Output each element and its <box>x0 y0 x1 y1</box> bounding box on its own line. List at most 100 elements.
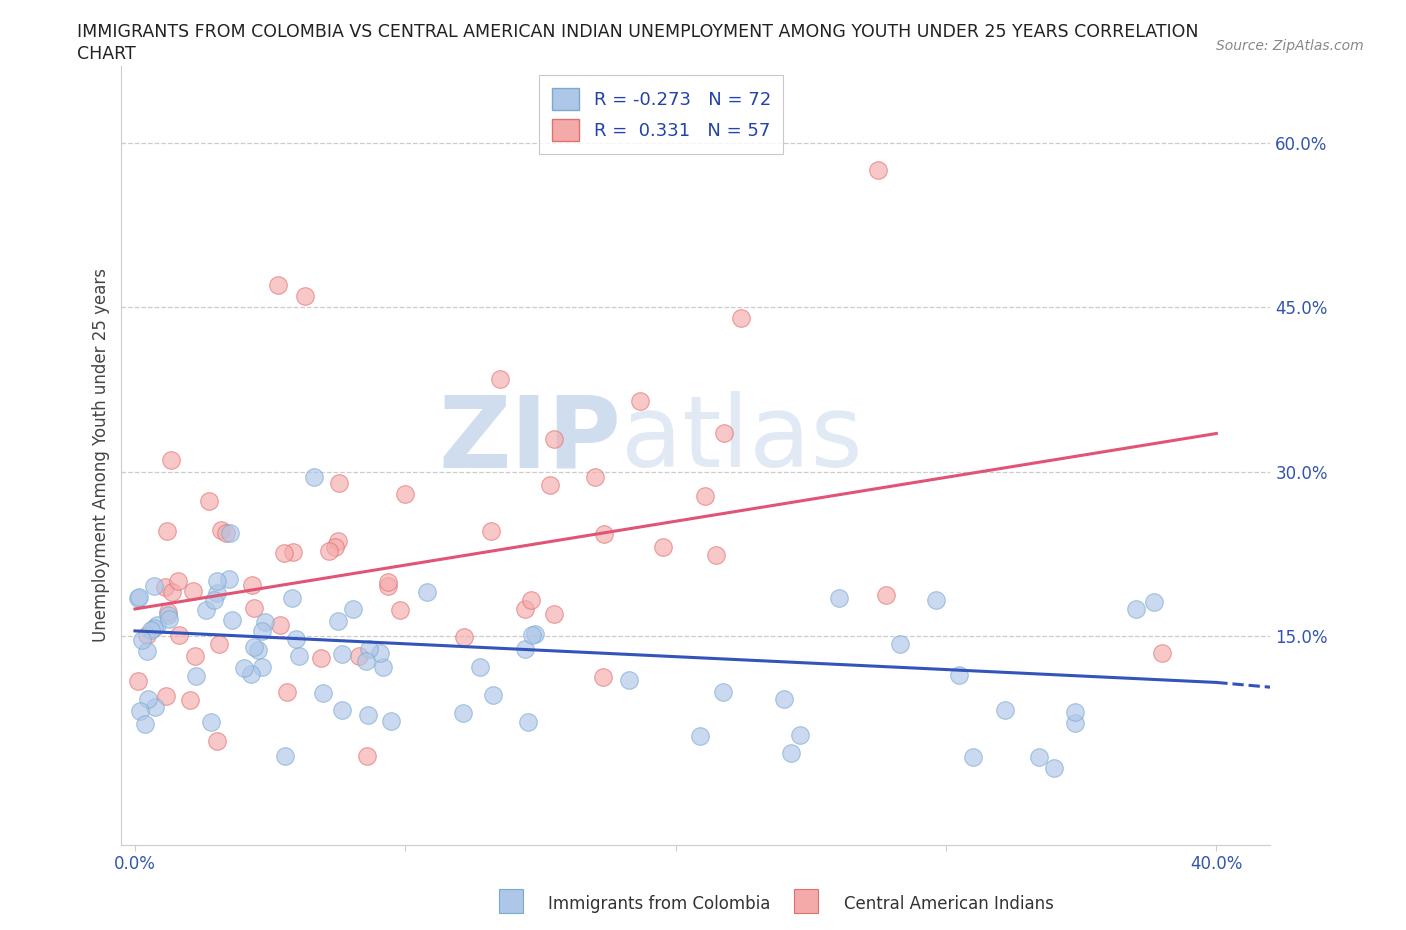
Point <box>730 311 752 325</box>
Point <box>628 393 651 408</box>
Point <box>215 525 238 540</box>
Point <box>583 470 606 485</box>
Point <box>274 749 297 764</box>
Point <box>269 618 291 632</box>
Point <box>243 640 266 655</box>
Point <box>356 749 378 764</box>
Point <box>131 632 153 647</box>
Point <box>889 637 911 652</box>
Point <box>136 628 159 643</box>
Point <box>198 494 221 509</box>
Point <box>789 728 811 743</box>
Point <box>323 539 346 554</box>
Point <box>281 545 304 560</box>
Point <box>354 654 377 669</box>
Point <box>160 584 183 599</box>
Point <box>136 692 159 707</box>
Point <box>357 708 380 723</box>
Point <box>380 713 402 728</box>
Point <box>711 684 734 699</box>
Legend: R = -0.273   N = 72, R =  0.331   N = 57: R = -0.273 N = 72, R = 0.331 N = 57 <box>540 75 783 153</box>
Point <box>155 688 177 703</box>
Point <box>593 526 616 541</box>
Y-axis label: Unemployment Among Youth under 25 years: Unemployment Among Youth under 25 years <box>93 269 110 643</box>
Point <box>543 432 565 446</box>
Point <box>288 649 311 664</box>
Point <box>328 534 350 549</box>
Point <box>357 642 380 657</box>
Point <box>925 593 948 608</box>
Point <box>157 604 180 619</box>
Point <box>194 603 217 618</box>
Point <box>652 539 675 554</box>
Point <box>209 523 232 538</box>
Point <box>128 589 150 604</box>
Point <box>157 607 180 622</box>
Point <box>157 611 180 626</box>
Point <box>179 692 201 707</box>
Point <box>617 672 640 687</box>
Point <box>128 704 150 719</box>
Point <box>368 645 391 660</box>
Point <box>326 613 349 628</box>
Point <box>330 702 353 717</box>
Point <box>1028 750 1050 764</box>
Point <box>330 646 353 661</box>
Point <box>302 470 325 485</box>
Point <box>328 475 350 490</box>
Point <box>342 602 364 617</box>
Point <box>1125 602 1147 617</box>
Text: Source: ZipAtlas.com: Source: ZipAtlas.com <box>1216 39 1364 53</box>
Point <box>127 591 149 605</box>
Point <box>169 628 191 643</box>
Point <box>451 706 474 721</box>
Point <box>284 631 307 646</box>
Point <box>689 728 711 743</box>
Point <box>208 636 231 651</box>
Point <box>453 630 475 644</box>
Point <box>218 571 240 586</box>
Point <box>184 668 207 683</box>
Point <box>221 613 243 628</box>
Point <box>592 670 614 684</box>
Point <box>312 685 335 700</box>
Point <box>207 573 229 588</box>
Point <box>515 602 537 617</box>
Point <box>1064 705 1087 720</box>
Point <box>489 371 512 386</box>
Point <box>205 586 228 601</box>
Point <box>479 524 502 538</box>
Point <box>246 643 269 658</box>
Point <box>219 525 242 540</box>
Text: Central American Indians: Central American Indians <box>844 895 1053 913</box>
Text: CHART: CHART <box>77 45 136 62</box>
Point <box>250 623 273 638</box>
Point <box>695 489 717 504</box>
Point <box>202 592 225 607</box>
Point <box>276 684 298 699</box>
Point <box>159 452 181 467</box>
Point <box>1143 595 1166 610</box>
Point <box>519 592 541 607</box>
Point <box>1043 761 1066 776</box>
Point <box>184 649 207 664</box>
Point <box>146 618 169 632</box>
Point <box>281 591 304 605</box>
Point <box>962 750 984 764</box>
Point <box>127 673 149 688</box>
Point <box>145 699 167 714</box>
Point <box>153 579 176 594</box>
Point <box>309 651 332 666</box>
Point <box>780 746 803 761</box>
Point <box>134 717 156 732</box>
Point <box>515 642 537 657</box>
Point <box>377 575 399 590</box>
Point <box>543 607 565 622</box>
Text: IMMIGRANTS FROM COLOMBIA VS CENTRAL AMERICAN INDIAN UNEMPLOYMENT AMONG YOUTH UND: IMMIGRANTS FROM COLOMBIA VS CENTRAL AMER… <box>77 23 1199 41</box>
Point <box>267 278 290 293</box>
Point <box>377 578 399 593</box>
Point <box>1064 716 1087 731</box>
Text: atlas: atlas <box>621 392 863 488</box>
Point <box>389 602 412 617</box>
Point <box>243 601 266 616</box>
